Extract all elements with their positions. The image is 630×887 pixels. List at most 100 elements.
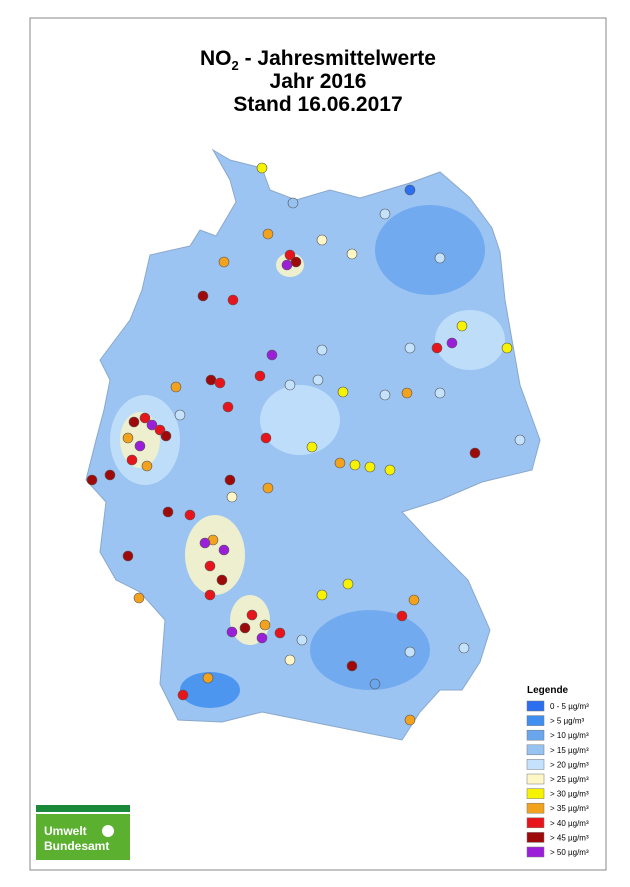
station (256, 162, 268, 174)
station (458, 642, 470, 654)
station (227, 294, 239, 306)
station (126, 454, 138, 466)
title-date: Stand 16.06.2017 (233, 93, 402, 116)
station (434, 387, 446, 399)
legend-swatch (526, 700, 545, 712)
legend-swatch (526, 729, 545, 741)
zone (185, 515, 245, 595)
station (401, 387, 413, 399)
station (369, 678, 381, 690)
legend-swatch (526, 802, 545, 814)
legend-swatch (526, 817, 545, 829)
station (262, 482, 274, 494)
zone (260, 385, 340, 455)
zone (180, 672, 240, 708)
station (404, 184, 416, 196)
legend-swatch (526, 759, 545, 770)
station (226, 626, 238, 638)
station (316, 344, 328, 356)
legend-label: > 15 µg/m³ (550, 746, 589, 755)
legend-swatch (526, 744, 545, 756)
station (174, 409, 186, 421)
station (141, 460, 153, 472)
station (404, 646, 416, 658)
station (214, 377, 226, 389)
station (224, 474, 236, 486)
station (197, 290, 209, 302)
station (205, 374, 217, 386)
legend-label: > 25 µg/m³ (550, 775, 589, 784)
zone (375, 205, 485, 295)
legend-label: > 45 µg/m³ (550, 833, 589, 842)
station (202, 672, 214, 684)
station (469, 447, 481, 459)
station (379, 208, 391, 220)
station (218, 544, 230, 556)
station (260, 432, 272, 444)
station (226, 491, 238, 503)
station (434, 252, 446, 264)
station (133, 592, 145, 604)
station (218, 256, 230, 268)
legend-label: > 20 µg/m³ (550, 760, 589, 769)
legend-swatch (526, 788, 545, 799)
station (104, 469, 116, 481)
zone (435, 310, 505, 370)
legend-title: Legende (527, 685, 569, 696)
station (134, 440, 146, 452)
station (296, 634, 308, 646)
station (256, 632, 268, 644)
station (246, 609, 258, 621)
station (122, 432, 134, 444)
title-rest: - Jahresmittelwerte (239, 47, 436, 70)
station (86, 474, 98, 486)
logo-box (36, 814, 130, 860)
station (199, 537, 211, 549)
stations (86, 162, 526, 726)
station (346, 248, 358, 260)
legend-label: > 40 µg/m³ (550, 819, 589, 828)
zone (310, 610, 430, 690)
station (364, 461, 376, 473)
station (128, 416, 140, 428)
station (408, 594, 420, 606)
station (446, 337, 458, 349)
station (404, 714, 416, 726)
logo: Umwelt Bundesamt (36, 805, 130, 860)
title-sub: 2 (232, 58, 239, 73)
logo-icon (102, 825, 114, 837)
station (139, 412, 151, 424)
legend-label: > 5 µg/m³ (550, 717, 585, 726)
legend-label: > 30 µg/m³ (550, 790, 589, 799)
logo-text: Umwelt (44, 824, 87, 838)
station (337, 386, 349, 398)
station (146, 419, 158, 431)
title-year: Jahr 2016 (270, 70, 367, 93)
station (204, 560, 216, 572)
zone (230, 595, 270, 645)
legend-swatch (526, 773, 545, 785)
station (162, 506, 174, 518)
legend-swatch (526, 846, 545, 858)
legend-swatch (526, 832, 545, 843)
title: NO2 - Jahresmittelwerte (200, 47, 436, 73)
legend-label: 0 - 5 µg/m³ (550, 702, 589, 711)
station (287, 197, 299, 209)
station (346, 660, 358, 672)
station (254, 370, 266, 382)
station (342, 578, 354, 590)
station (259, 619, 271, 631)
station (384, 464, 396, 476)
station (262, 228, 274, 240)
station (239, 622, 251, 634)
station (184, 509, 196, 521)
station (274, 627, 286, 639)
station (290, 256, 302, 268)
station (306, 441, 318, 453)
station (404, 342, 416, 354)
station (501, 342, 513, 354)
station (379, 389, 391, 401)
station (266, 349, 278, 361)
legend: Legende 0 - 5 µg/m³ > 5 µg/m³ > 10 µg/m³ > … (526, 685, 589, 858)
station (316, 234, 328, 246)
